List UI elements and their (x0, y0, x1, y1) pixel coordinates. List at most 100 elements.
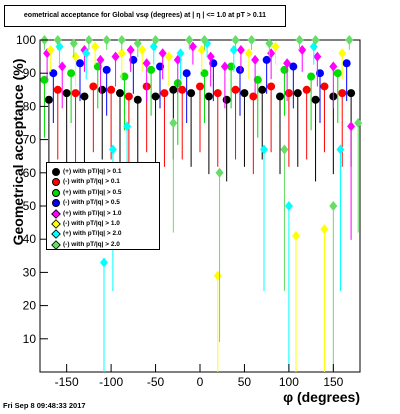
data-point (267, 82, 276, 91)
data-point (284, 201, 293, 211)
legend-label: (-) with pT/|q| > 0.1 (63, 178, 120, 186)
data-point (82, 48, 91, 59)
data-point (302, 85, 311, 94)
data-point (126, 44, 135, 55)
data-point (40, 75, 49, 84)
x-tick-label: 0 (197, 375, 204, 389)
x-tick-label: 150 (323, 375, 343, 389)
data-point (311, 95, 320, 104)
data-point (176, 48, 185, 59)
series-2 (40, 62, 342, 145)
data-point (213, 270, 222, 281)
y-tick-label: 90 (23, 66, 37, 80)
data-point (53, 85, 62, 94)
data-point (231, 85, 240, 94)
data-point (185, 35, 194, 45)
data-point (236, 65, 244, 74)
series-3 (49, 55, 351, 123)
data-point (91, 41, 100, 52)
data-point (169, 118, 178, 128)
data-point (160, 89, 169, 98)
data-point (116, 89, 124, 98)
legend-label: (+) with pT/|q| > 1.0 (63, 209, 122, 217)
data-point (44, 95, 53, 104)
legend-marker (51, 208, 61, 219)
legend-marker (51, 219, 61, 229)
data-point (316, 69, 324, 78)
data-point (124, 92, 133, 101)
y-tick-label: 100 (16, 33, 36, 47)
legend: (+) with pT/|q| > 0.1 (-) with pT/|q| > 0… (46, 162, 160, 250)
data-point (117, 48, 126, 59)
data-point (71, 89, 80, 98)
y-tick-label: 10 (23, 332, 37, 346)
data-point (292, 230, 300, 241)
series-7 (40, 35, 363, 372)
legend-marker (52, 188, 60, 197)
data-point (147, 65, 156, 74)
legend-marker (51, 229, 61, 240)
data-point (249, 92, 258, 101)
data-point (151, 92, 160, 101)
x-tick-label: -100 (99, 375, 123, 389)
data-point (213, 89, 222, 98)
data-point (215, 167, 224, 178)
data-point (49, 69, 58, 78)
legend-marker (51, 239, 61, 250)
y-tick-label: 70 (23, 133, 37, 147)
legend-item: (+) with pT/|q| > 2.0 (49, 229, 159, 240)
data-point (164, 51, 173, 62)
data-point (336, 144, 345, 155)
x-tick-label: -50 (147, 375, 165, 389)
legend-item: (-) with pT/|q| > 0.5 (49, 198, 159, 208)
data-point (329, 61, 338, 72)
y-tick-label: 20 (23, 299, 37, 313)
data-point (236, 44, 245, 55)
legend-marker (52, 199, 60, 208)
data-point (251, 54, 260, 65)
legend-label: (+) with pT/|q| > 0.5 (63, 188, 122, 196)
legend-label: (-) with pT/|q| > 0.5 (63, 199, 120, 207)
data-point (53, 35, 62, 45)
legend-item: (+) with pT/|q| > 1.0 (49, 208, 159, 219)
data-point (276, 92, 284, 101)
data-point (142, 58, 151, 69)
legend-marker (52, 168, 60, 176)
data-point (229, 44, 238, 55)
data-point (354, 118, 363, 128)
data-point (307, 72, 316, 81)
data-point (333, 69, 342, 78)
data-point (345, 35, 354, 45)
y-axis-label: Geometrical acceptance (%) (10, 58, 26, 246)
data-point (298, 44, 307, 55)
axis-layer: -150 -100 -50 0 50 100 150 10 20 30 40 50 60 70 80 90 10… (16, 33, 344, 389)
timestamp: Fri Sep 8 09:48:33 2017 (3, 401, 86, 410)
x-tick-label: -150 (55, 375, 79, 389)
legend-label: (+) with pT/|q| > 0.1 (63, 168, 122, 175)
data-point (240, 89, 249, 98)
data-point (169, 85, 178, 94)
data-point (260, 144, 268, 155)
legend-item: (+) with pT/|q| > 0.1 (49, 167, 159, 177)
data-point (200, 35, 209, 45)
legend-item: (-) with pT/|q| > 1.0 (49, 219, 159, 229)
y-tick-label: 40 (23, 232, 37, 246)
data-point (258, 85, 267, 94)
data-point (129, 55, 138, 64)
data-point (209, 59, 218, 68)
data-point (84, 35, 93, 45)
data-point (280, 144, 289, 155)
data-point (222, 95, 231, 104)
data-point (69, 38, 78, 49)
data-point (271, 41, 280, 52)
legend-label: (+) with pT/|q| > 2.0 (63, 230, 122, 238)
data-point (96, 54, 105, 65)
data-point (338, 89, 347, 98)
legend-label: (-) with pT/|q| > 1.0 (63, 220, 120, 227)
data-point (231, 35, 240, 45)
data-point (342, 59, 351, 68)
legend-item: (+) with pT/|q| > 0.5 (49, 188, 159, 198)
data-point (102, 35, 111, 45)
data-point (313, 51, 322, 62)
